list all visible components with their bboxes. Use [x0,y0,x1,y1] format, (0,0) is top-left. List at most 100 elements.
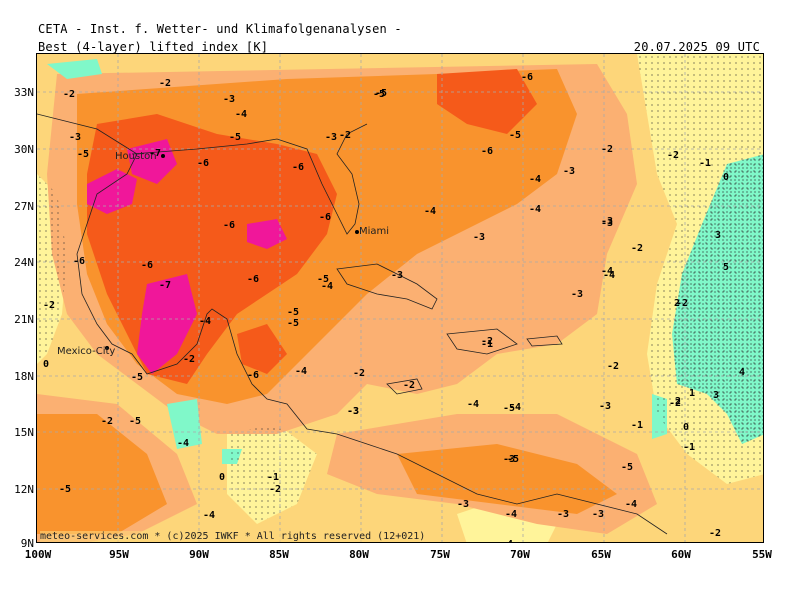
contour-label: 2 [675,396,682,407]
map-canvas [37,54,763,542]
contour-label: -1 [481,339,494,350]
city-label-houston: Houston [115,151,157,162]
contour-label: -7 [149,148,162,159]
field-very-unstable-1 [87,169,137,214]
contour-label: 5 [723,262,730,273]
contour-label: -2 [631,243,644,254]
field-unstable-south [37,414,167,534]
field-strong-unstable-ne [437,69,537,134]
contour-label: 1 [689,388,696,399]
contour-label: -1 [683,442,696,453]
contour-label: -2 [339,130,352,141]
lat-label-9n: 9N [20,537,34,550]
lat-label-21n: 21N [14,313,34,326]
contour-label: -5 [373,89,386,100]
contour-label: -2 [43,300,56,311]
contour-label: -4 [509,402,522,413]
contour-label: -6 [481,146,494,157]
contour-label: -2 [101,416,114,427]
contour-label: -5 [375,88,388,99]
lat-label-12n: 12N [14,483,34,496]
field-stable-nw [47,59,102,79]
contour-label: -5 [317,274,330,285]
contour-label: -4 [601,266,614,277]
coastlines [37,113,668,535]
contour-label: -3 [347,406,360,417]
contour-label: -3 [223,94,236,105]
contour-label: -5 [77,149,90,160]
contour-label: -4 [177,438,190,449]
contour-label: -2 [403,380,416,391]
contour-label: -6 [292,162,305,173]
lon-label-80w: 80W [349,548,369,561]
contour-label: -3 [601,218,614,229]
map-title: CETA - Inst. f. Wetter- und Klimafolgena… [38,22,402,36]
contour-label: 2 [674,298,681,309]
contour-label: -2 [607,361,620,372]
contour-label: -6 [73,256,86,267]
contour-label: -2 [159,78,172,89]
contour-label: -6 [197,158,210,169]
contour-label: 0 [723,172,730,183]
contour-label: -6 [247,274,260,285]
contour-label: -2 [601,144,614,155]
contour-label: -2 [269,484,282,495]
contour-label: 3 [713,390,720,401]
lon-label-90w: 90W [189,548,209,561]
field-stable-central [167,399,202,449]
map-subtitle: Best (4-layer) lifted index [K] [38,40,269,54]
contour-label: -3 [325,132,338,143]
contour-label: -3 [503,454,516,465]
contour-label: -5 [229,132,242,143]
contour-label: -6 [319,212,332,223]
contour-label: -5 [287,307,300,318]
city-label-miami: Miami [359,226,390,237]
contour-label: -2 [353,368,366,379]
contour-label: -5 [287,318,300,329]
lat-label-18n: 18N [14,370,34,383]
contour-label: -4 [203,510,216,521]
contour-label: -5 [509,130,522,141]
contour-label: -3 [473,232,486,243]
contour-label: -2 [63,89,76,100]
contour-label: -2 [481,336,494,347]
contour-label: -4 [501,539,513,542]
contour-label: 0 [43,359,50,370]
lon-label-75w: 75W [430,548,450,561]
contour-label: -3 [69,132,82,143]
contour-label: -4 [321,281,334,292]
contour-label: 4 [739,367,746,378]
contour-label: 3 [715,230,722,241]
graticule [37,54,763,542]
city-label-mexico-city: Mexico-City [57,346,116,357]
contour-label: -7 [159,280,172,291]
contour-label: -4 [424,206,437,217]
contour-label: -4 [529,204,542,215]
contour-label: -3 [599,401,612,412]
contour-label: -4 [199,316,212,327]
lon-label-85w: 85W [269,548,289,561]
contour-label: -3 [457,499,470,510]
lat-label-33n: 33N [14,86,34,99]
field-very-unstable-4 [247,219,287,249]
lat-label-27n: 27N [14,200,34,213]
contour-label: -1 [267,472,280,483]
contour-label: -2 [183,354,196,365]
lon-label-100w: 100W [24,548,52,561]
contour-label: -6 [141,260,154,271]
lat-label-30n: 30N [14,143,34,156]
contour-label: -3 [592,509,605,520]
contour-label: -2 [676,298,689,309]
contour-label: -5 [129,416,142,427]
contour-label: -4 [295,366,308,377]
lon-label-95w: 95W [109,548,129,561]
valid-datetime: 20.07.2025 09 UTC [633,40,760,54]
copyright-footer: meteo-services.com * (c)2025 IWKF * All … [40,531,426,542]
contour-label: -4 [505,509,518,520]
contour-label: -1 [699,158,712,169]
contour-label: -4 [625,499,638,510]
contour-label: -5 [131,372,144,383]
contour-label: -3 [563,166,576,177]
contour-label: -6 [223,220,236,231]
lifted-index-map: Houston Miami Mexico-City -2 -2 -3 -4 -3 -5 -7… [36,53,764,543]
